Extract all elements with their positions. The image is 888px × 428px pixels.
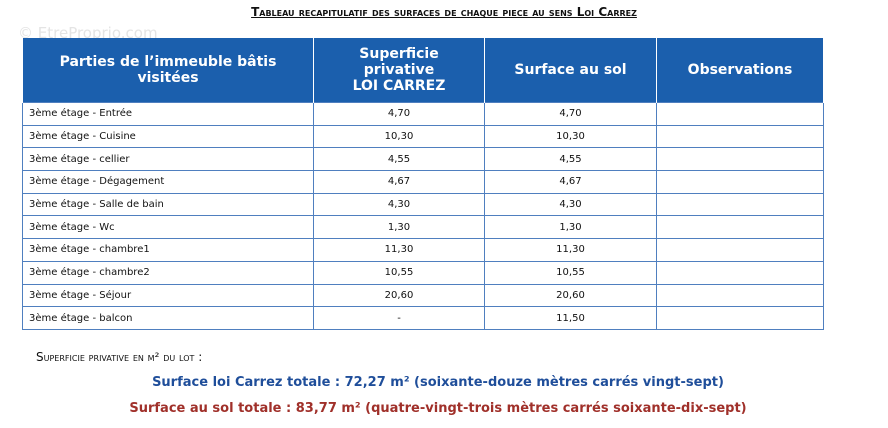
observation-cell [656,306,824,330]
observation-cell [656,260,824,285]
observation-cell [656,283,824,308]
value-cell: 10,55 [313,260,485,285]
value-cell: 1,30 [313,215,485,240]
sol-total: Surface au sol totale : 83,77 m² (quatre… [129,401,747,416]
watermark: © EtreProprio.com [18,24,158,42]
value-cell: 1,30 [484,215,657,240]
table-row: 3ème étage - Cuisine 10,30 10,30 [22,124,824,149]
observation-cell [656,102,824,126]
table-row: 3ème étage - cellier 4,55 4,55 [22,147,824,172]
value-cell: 20,60 [313,283,485,308]
value-cell: 10,55 [484,260,657,285]
room-cell: 3ème étage - Dégagement [22,170,314,194]
observation-cell [656,170,824,194]
table-body: 3ème étage - Entrée 4,70 4,70 3ème étage - … [22,102,824,330]
observation-cell [656,215,824,240]
room-cell: 3ème étage - balcon [22,306,314,330]
value-cell: 11,50 [484,306,657,330]
header-cell: Surface au sol [484,38,657,103]
value-cell: - [313,306,485,330]
value-cell: 4,55 [484,147,657,172]
table-row: 3ème étage - Wc 1,30 1,30 [22,215,824,240]
value-cell: 4,67 [313,170,485,194]
room-cell: 3ème étage - chambre2 [22,260,314,285]
value-cell: 10,30 [484,124,657,149]
room-cell: 3ème étage - chambre1 [22,238,314,262]
room-cell: 3ème étage - Cuisine [22,124,314,149]
value-cell: 20,60 [484,283,657,308]
value-cell: 11,30 [313,238,485,262]
observation-cell [656,238,824,262]
observation-cell [656,192,824,217]
header-row: Parties de l’immeuble bâtis visitées Supe… [22,38,824,103]
header-cell: Superficie privative LOI CARREZ [313,38,485,103]
table-row: 3ème étage - Séjour 20,60 20,60 [22,283,824,308]
value-cell: 4,70 [313,102,485,126]
surface-table: Parties de l’immeuble bâtis visitées Supe… [22,38,824,330]
table-row: 3ème étage - Entrée 4,70 4,70 [22,102,824,126]
value-cell: 4,55 [313,147,485,172]
lot-label: Superficie privative en m² du lot : [36,350,203,364]
value-cell: 10,30 [313,124,485,149]
table-row: 3ème étage - balcon -11,50 [22,306,824,330]
value-cell: 4,30 [313,192,485,217]
value-cell: 11,30 [484,238,657,262]
value-cell: 4,67 [484,170,657,194]
room-cell: 3ème étage - cellier [22,147,314,172]
room-cell: 3ème étage - Wc [22,215,314,240]
title: Tableau recapitulatif des surfaces de ch… [251,5,637,19]
room-cell: 3ème étage - Salle de bain [22,192,314,217]
header-cell: Parties de l’immeuble bâtis visitées [22,38,314,103]
observation-cell [656,147,824,172]
table-row: 3ème étage - chambre2 10,55 10,55 [22,260,824,285]
table-row: 3ème étage - Dégagement 4,67 4,67 [22,170,824,194]
carrez-total: Surface loi Carrez totale : 72,27 m² (so… [152,375,724,390]
table-row: 3ème étage - chambre1 11,30 11,30 [22,238,824,262]
room-cell: 3ème étage - Entrée [22,102,314,126]
table-row: 3ème étage - Salle de bain 4,30 4,30 [22,192,824,217]
header-cell: Observations [656,38,824,103]
observation-cell [656,124,824,149]
room-cell: 3ème étage - Séjour [22,283,314,308]
value-cell: 4,70 [484,102,657,126]
value-cell: 4,30 [484,192,657,217]
